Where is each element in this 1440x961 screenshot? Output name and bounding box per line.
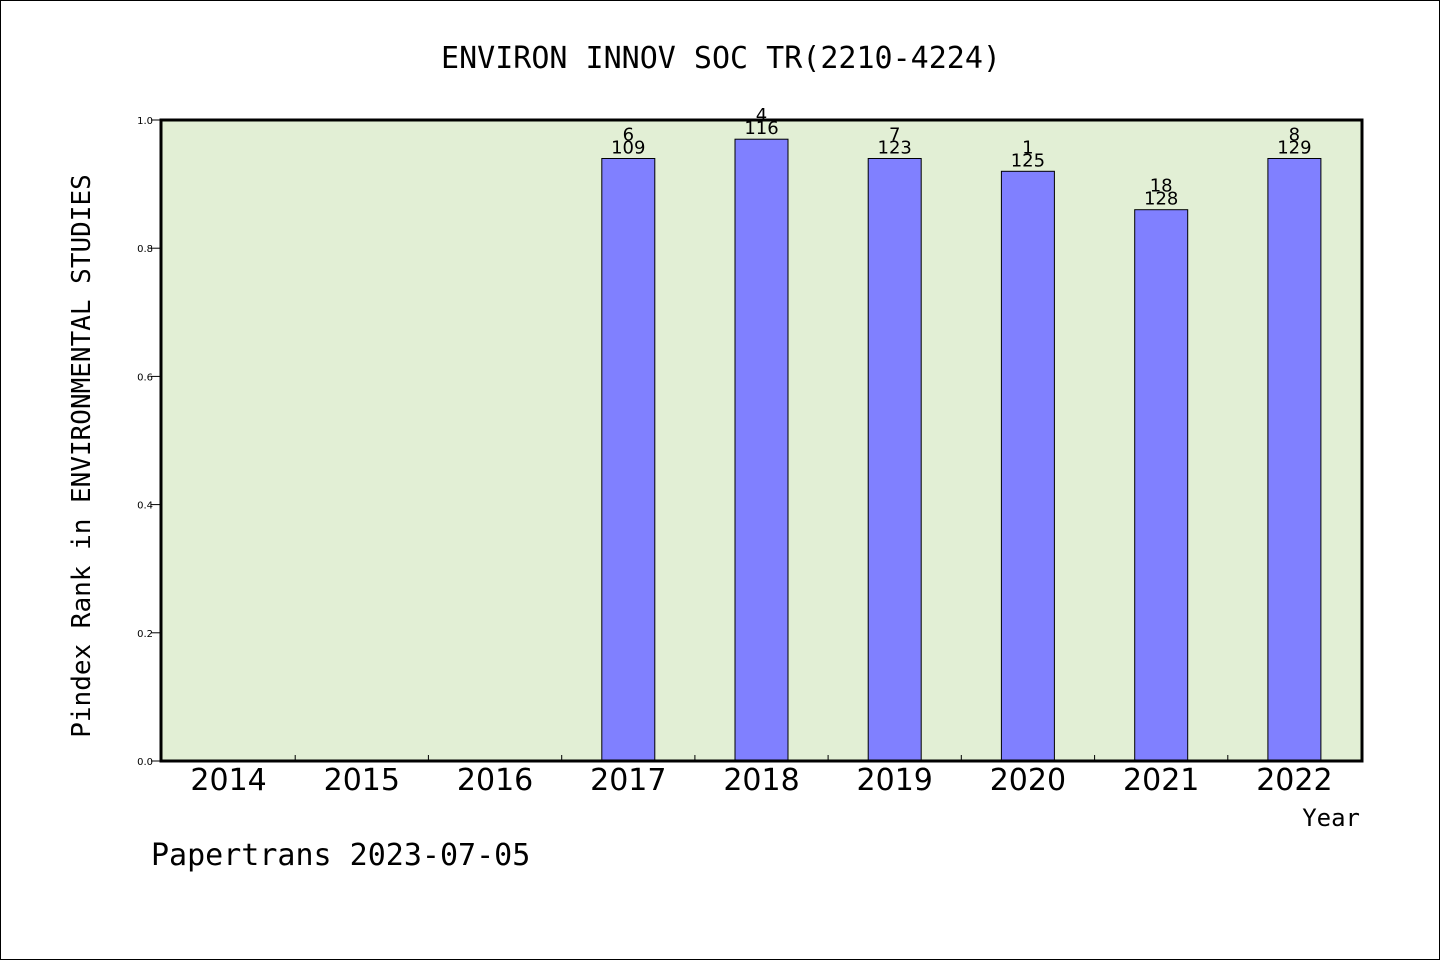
x-tick-label-2022: 2022 [1256, 763, 1332, 798]
y-tick-label-1.0: 1.0 [137, 116, 153, 127]
bar-label-bottom-2020: 125 [1011, 150, 1045, 171]
bar-label-top-2019: 7 [889, 125, 900, 146]
x-tick-label-2015: 2015 [324, 763, 400, 798]
x-tick-label-2014: 2014 [190, 763, 266, 798]
x-tick-label-2021: 2021 [1123, 763, 1199, 798]
y-tick-label-0.6: 0.6 [137, 372, 153, 383]
bar-2021 [1134, 209, 1189, 762]
bar-label-bottom-2021: 128 [1144, 189, 1178, 210]
x-tick-label-2018: 2018 [723, 763, 799, 798]
bar-label-bottom-2018: 116 [744, 118, 778, 139]
y-tick-label-0.2: 0.2 [137, 629, 153, 640]
x-axis-ticks: 2014 2015 2016 2017 2018 2019 2020 2021 2022 [190, 755, 1333, 798]
plot-border [159, 118, 1364, 763]
x-axis-label: Year [1302, 804, 1360, 832]
x-tick-label-2017: 2017 [590, 763, 666, 798]
bar-label-top-2017: 6 [623, 125, 634, 146]
footer-date-text: Papertrans 2023-07-05 [151, 838, 530, 873]
y-tick-label-0.8: 0.8 [137, 244, 153, 255]
x-tick-label-2016: 2016 [457, 763, 533, 798]
chart-title: ENVIRON INNOV SOC TR(2210-4224) [441, 41, 1001, 76]
y-axis-ticks: 0.0 0.2 0.4 0.6 0.8 1.0 [137, 116, 161, 768]
bars-group [601, 138, 1322, 762]
bar-label-top-2020: 1 [1022, 137, 1033, 158]
bar-label-bottom-2022: 129 [1277, 138, 1311, 159]
x-tick-label-2019: 2019 [857, 763, 933, 798]
y-tick-label-0.4: 0.4 [137, 501, 153, 512]
bar-2020 [1000, 170, 1055, 762]
bar-2018 [734, 138, 789, 762]
bar-2019 [867, 158, 922, 762]
bar-label-top-2021: 18 [1150, 176, 1173, 197]
y-axis-label: Pindex Rank in ENVIRONMENTAL STUDIES [67, 174, 97, 738]
y-tick-label-0.0: 0.0 [137, 757, 153, 768]
bar-2017 [601, 158, 656, 762]
bar-label-top-2022: 8 [1289, 125, 1300, 146]
bar-label-bottom-2019: 123 [878, 138, 912, 159]
x-tick-label-2020: 2020 [990, 763, 1066, 798]
bar-2022 [1267, 158, 1322, 762]
bar-label-bottom-2017: 109 [611, 138, 645, 159]
bar-label-top-2018: 4 [756, 105, 767, 126]
